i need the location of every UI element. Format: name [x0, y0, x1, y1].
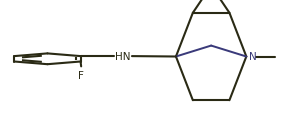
Text: F: F	[78, 70, 84, 80]
Text: HN: HN	[115, 52, 131, 62]
Text: N: N	[249, 52, 256, 62]
